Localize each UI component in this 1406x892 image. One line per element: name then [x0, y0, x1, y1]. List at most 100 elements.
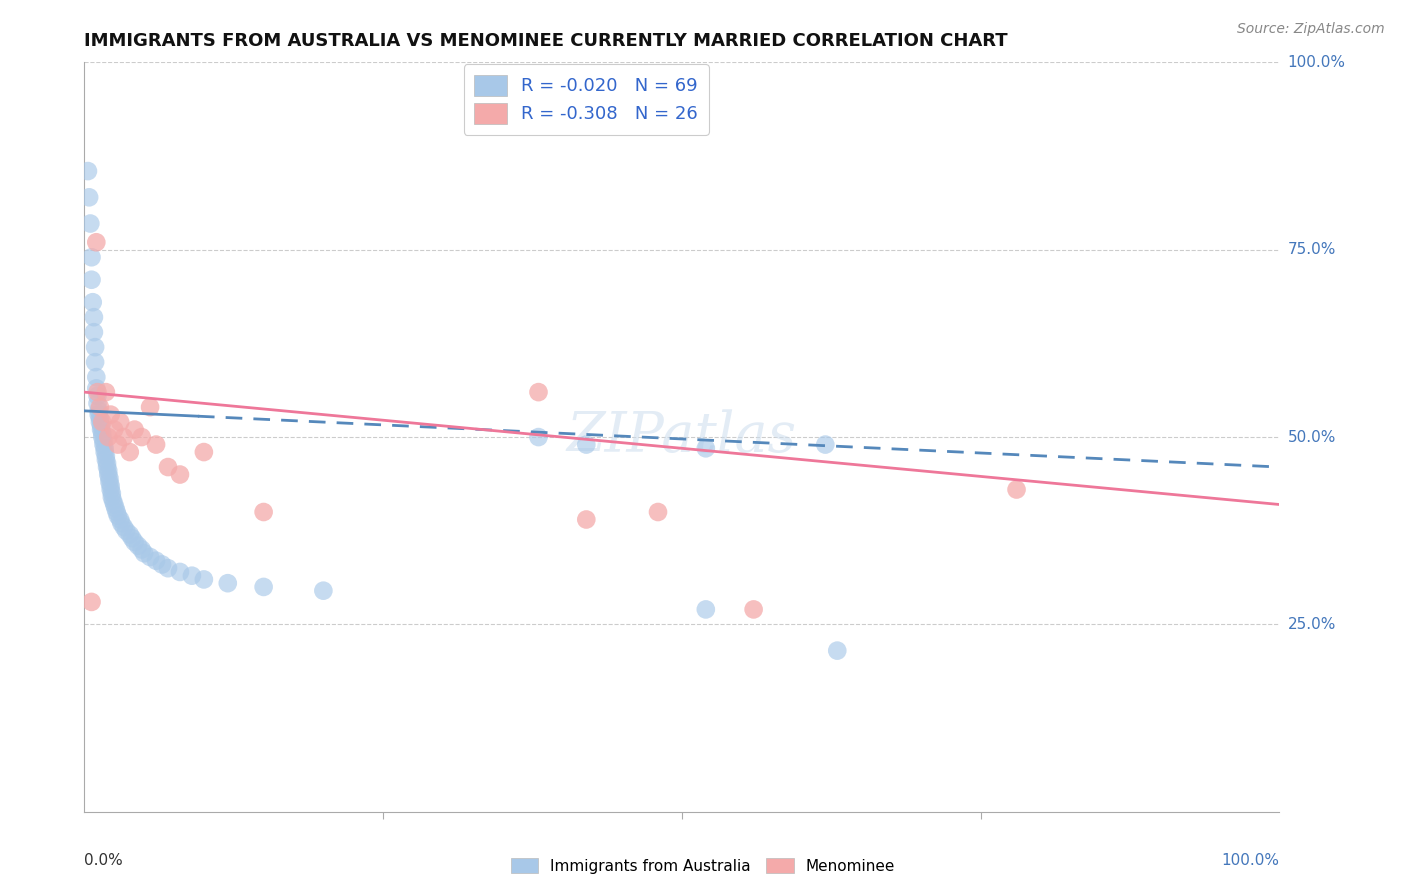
Point [115, 524, 138, 538]
Point [112, 430, 135, 444]
Point [98, 471, 121, 485]
Point [110, 516, 132, 531]
Point [86, 370, 108, 384]
Point [87, 408, 110, 422]
Point [575, 437, 598, 451]
Point [575, 512, 598, 526]
Point [527, 430, 550, 444]
Point [83, 310, 105, 325]
Point [118, 527, 141, 541]
Text: 100.0%: 100.0% [1222, 853, 1279, 868]
Point [695, 602, 717, 616]
Point [527, 385, 550, 400]
Point [86, 385, 108, 400]
Point [110, 512, 132, 526]
Point [89, 411, 111, 425]
Point [93, 445, 115, 459]
Point [82, 295, 104, 310]
Point [647, 505, 669, 519]
Point [97, 464, 120, 478]
Text: 100.0%: 100.0% [1288, 55, 1346, 70]
Point [90, 418, 112, 433]
Point [91, 430, 114, 444]
Point [90, 423, 112, 437]
Point [100, 479, 122, 493]
Point [217, 576, 239, 591]
Point [100, 408, 122, 422]
Point [110, 415, 132, 429]
Point [89, 415, 111, 429]
Point [124, 535, 146, 549]
Point [181, 568, 204, 582]
Point [131, 430, 153, 444]
Point [1005, 483, 1028, 497]
Point [131, 542, 153, 557]
Point [80, 595, 103, 609]
Point [107, 437, 129, 451]
Point [101, 493, 124, 508]
Text: 75.0%: 75.0% [1288, 243, 1336, 257]
Point [94, 385, 117, 400]
Point [80, 273, 103, 287]
Point [80, 250, 103, 264]
Legend: R = -0.020   N = 69, R = -0.308   N = 26: R = -0.020 N = 69, R = -0.308 N = 26 [464, 64, 709, 135]
Point [312, 583, 335, 598]
Point [695, 442, 717, 456]
Point [105, 505, 128, 519]
Point [86, 389, 108, 403]
Point [77, 190, 100, 204]
Point [103, 423, 125, 437]
Point [145, 437, 167, 451]
Point [100, 483, 122, 497]
Point [91, 426, 114, 441]
Point [145, 554, 167, 568]
Point [127, 539, 149, 553]
Point [103, 498, 125, 512]
Point [96, 460, 118, 475]
Point [87, 404, 110, 418]
Point [84, 340, 107, 354]
Point [742, 602, 765, 616]
Point [93, 437, 115, 451]
Text: 25.0%: 25.0% [1288, 617, 1336, 632]
Point [86, 235, 108, 250]
Point [124, 423, 146, 437]
Point [814, 437, 837, 451]
Point [89, 400, 111, 414]
Point [96, 456, 118, 470]
Text: 50.0%: 50.0% [1288, 430, 1336, 444]
Point [112, 520, 135, 534]
Point [86, 396, 108, 410]
Point [104, 501, 127, 516]
Point [118, 445, 141, 459]
Point [97, 430, 120, 444]
Point [193, 573, 215, 587]
Point [98, 475, 121, 489]
Point [86, 381, 108, 395]
Point [107, 508, 129, 523]
Point [157, 460, 180, 475]
Point [169, 565, 191, 579]
Point [157, 561, 180, 575]
Point [83, 325, 105, 339]
Text: 0.0%: 0.0% [84, 853, 124, 868]
Point [139, 549, 162, 564]
Point [79, 217, 101, 231]
Point [93, 442, 115, 456]
Point [253, 505, 276, 519]
Point [94, 449, 117, 463]
Point [150, 558, 173, 572]
Point [193, 445, 215, 459]
Text: IMMIGRANTS FROM AUSTRALIA VS MENOMINEE CURRENTLY MARRIED CORRELATION CHART: IMMIGRANTS FROM AUSTRALIA VS MENOMINEE C… [84, 32, 1008, 50]
Point [93, 434, 115, 448]
Point [827, 643, 849, 657]
Text: Source: ZipAtlas.com: Source: ZipAtlas.com [1237, 22, 1385, 37]
Point [97, 467, 120, 482]
Point [169, 467, 191, 482]
Legend: Immigrants from Australia, Menominee: Immigrants from Australia, Menominee [505, 852, 901, 880]
Text: ZIPatlas: ZIPatlas [567, 409, 797, 465]
Point [91, 415, 114, 429]
Point [101, 490, 124, 504]
Point [139, 400, 162, 414]
Point [121, 531, 143, 545]
